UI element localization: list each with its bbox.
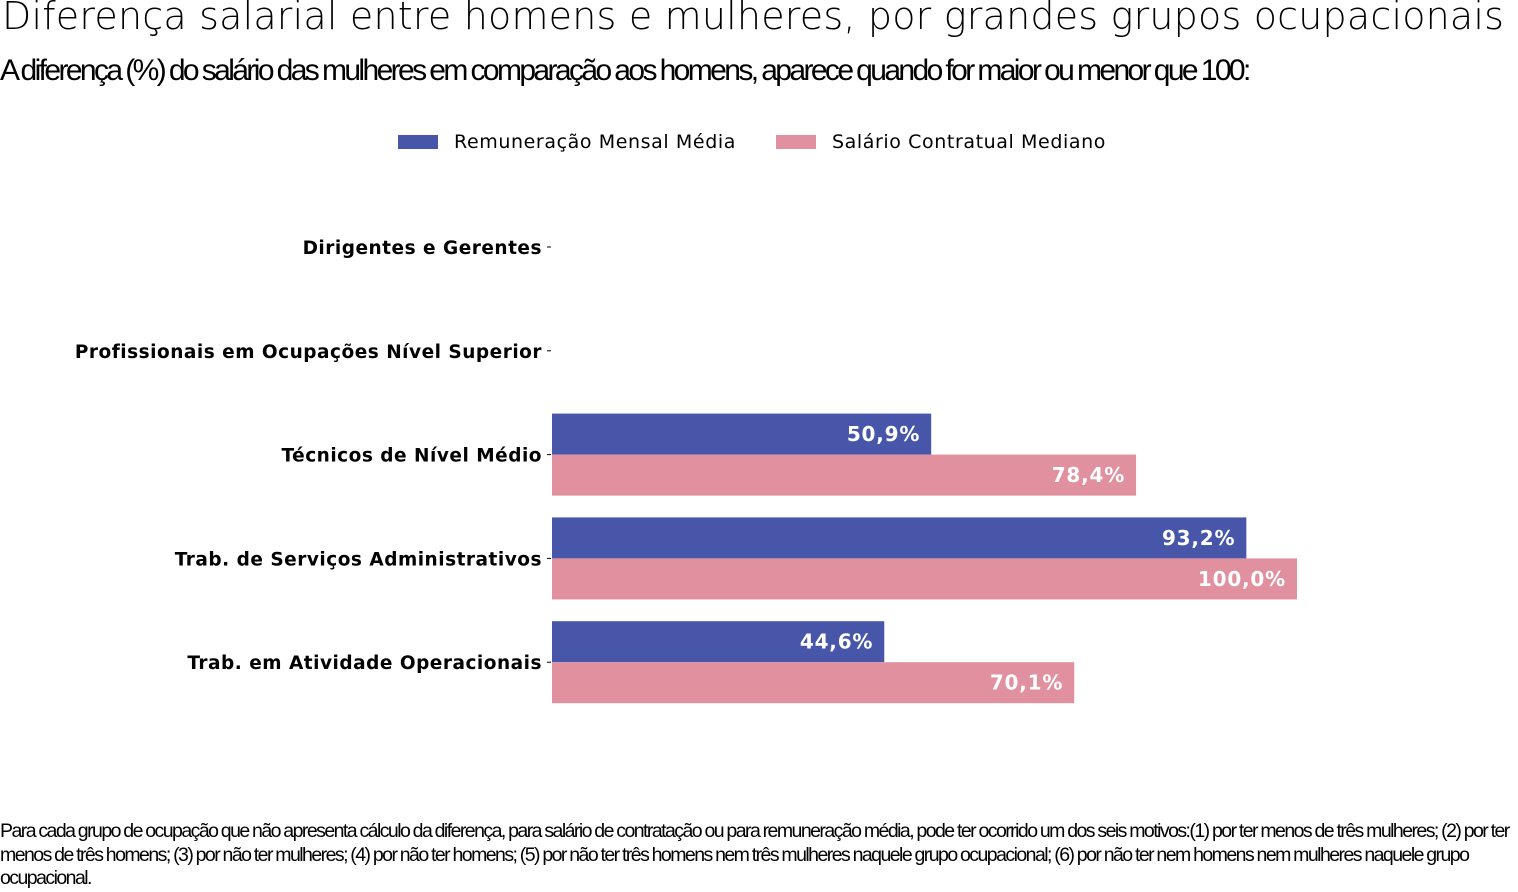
chart-title: Diferença salarial entre homens e mulher…	[2, 0, 1505, 38]
chart-subtitle: A diferença (%) do salário das mulheres …	[0, 54, 1251, 87]
bar	[552, 413, 932, 455]
legend-label-salario: Salário Contratual Mediano	[831, 131, 1106, 153]
y-tick-label: Dirigentes e Gerentes	[303, 238, 542, 259]
y-tick-label: Técnicos de Nível Médio	[281, 446, 542, 467]
legend-swatch-salario	[775, 135, 816, 149]
bar-value-label: 44,6%	[800, 630, 873, 654]
y-tick-label: Trab. de Serviços Administrativos	[175, 549, 542, 570]
bar-value-label: 70,1%	[990, 671, 1063, 695]
y-tick-label: Profissionais em Ocupações Nível Superio…	[75, 342, 543, 363]
bar	[552, 621, 885, 663]
bar	[552, 517, 1247, 559]
bar	[552, 558, 1297, 600]
bar-value-label: 93,2%	[1162, 526, 1235, 550]
footnote: Para cada grupo de ocupação que não apre…	[0, 820, 1510, 889]
legend-item-salario: Salário Contratual Mediano	[775, 131, 1106, 153]
legend: Remuneração Mensal Média Salário Contrat…	[398, 131, 1146, 153]
bar	[552, 454, 1137, 496]
legend-item-remuneracao: Remuneração Mensal Média	[398, 131, 736, 153]
legend-label-remuneracao: Remuneração Mensal Média	[454, 131, 736, 153]
bar-value-label: 50,9%	[847, 422, 920, 446]
bar-value-label: 100,0%	[1198, 567, 1286, 591]
y-tick-label: Trab. em Atividade Operacionais	[187, 653, 542, 674]
bar-value-label: 78,4%	[1052, 463, 1125, 487]
bar	[552, 662, 1075, 704]
legend-swatch-remuneracao	[398, 135, 438, 149]
